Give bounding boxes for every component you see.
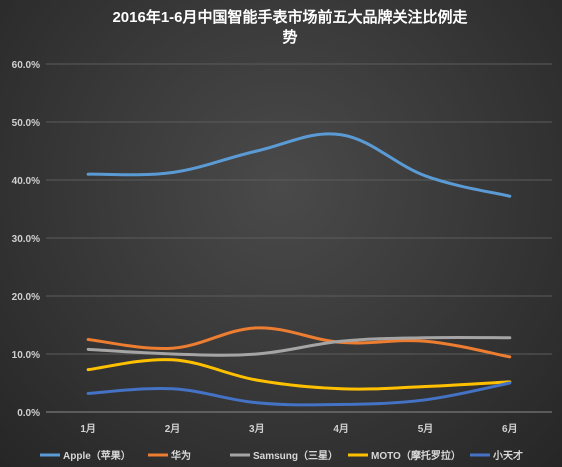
y-tick-label: 30.0% xyxy=(12,234,40,245)
series-line-4 xyxy=(86,358,512,391)
series-line-1 xyxy=(86,132,512,198)
y-tick-label: 0.0% xyxy=(17,408,40,419)
x-tick-label: 4月 xyxy=(333,423,349,435)
y-tick-label: 40.0% xyxy=(12,176,40,187)
series-line-5 xyxy=(86,381,512,407)
x-axis-ticks: 1月 2月 3月 4月 5月 6月 xyxy=(80,423,517,435)
legend-label: Apple（苹果） xyxy=(63,449,131,462)
series-lines xyxy=(86,132,512,407)
legend-label: 小天才 xyxy=(492,449,523,462)
series-line-2 xyxy=(86,326,512,359)
y-axis-ticks: 0.0% 10.0% 20.0% 30.0% 40.0% 50.0% 60.0% xyxy=(12,60,40,419)
x-tick-label: 2月 xyxy=(165,423,181,435)
gridlines xyxy=(46,63,552,413)
chart-title-line-1: 2016年1-6月中国智能手表市场前五大品牌关注比例走 xyxy=(112,8,467,26)
x-tick-label: 1月 xyxy=(80,423,96,435)
x-tick-label: 6月 xyxy=(502,423,518,435)
y-tick-label: 20.0% xyxy=(12,292,40,303)
legend: Apple（苹果） 华为 Samsung（三星） MOTO（摩托罗拉） 小天才 xyxy=(40,449,523,462)
legend-label: Samsung（三星） xyxy=(253,449,338,462)
series-line-3 xyxy=(86,335,512,357)
chart-title-line-2: 势 xyxy=(282,28,297,46)
legend-label: MOTO（摩托罗拉） xyxy=(371,449,461,462)
y-tick-label: 10.0% xyxy=(12,350,40,361)
x-tick-label: 5月 xyxy=(418,423,434,435)
x-tick-label: 3月 xyxy=(249,423,265,435)
y-tick-label: 60.0% xyxy=(12,60,40,71)
y-tick-label: 50.0% xyxy=(12,118,40,129)
legend-label: 华为 xyxy=(171,449,191,462)
